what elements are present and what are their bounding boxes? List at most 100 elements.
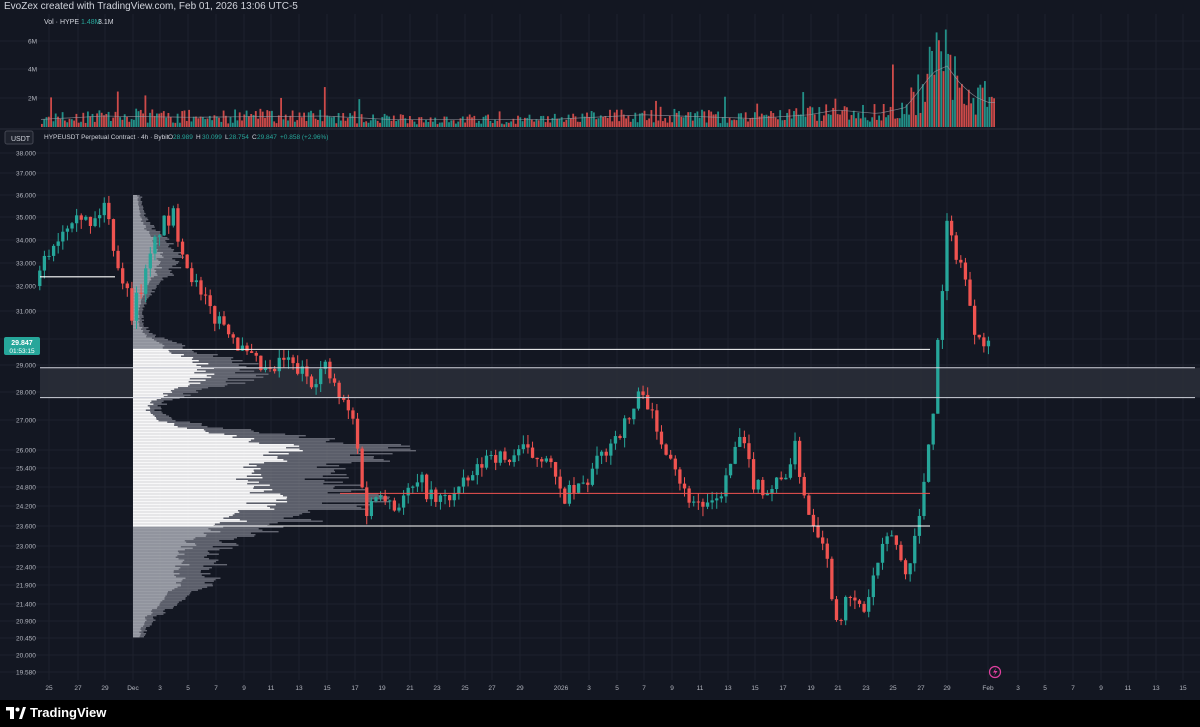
candle-body: [489, 455, 493, 457]
profile-bar-buy: [133, 267, 162, 269]
price-tick-label: 37.000: [16, 171, 36, 178]
profile-bar-buy: [133, 337, 152, 339]
volume-bar: [912, 91, 915, 127]
profile-bar-buy: [133, 424, 175, 426]
profile-bar-buy: [133, 558, 179, 560]
volume-bar: [202, 117, 204, 127]
volume-bar: [160, 112, 163, 127]
candle-body: [365, 487, 369, 516]
volume-bar: [579, 121, 581, 127]
profile-bar-buy: [133, 528, 209, 530]
profile-bar-buy: [133, 336, 147, 338]
volume-bar: [466, 116, 469, 127]
volume-bar: [388, 116, 391, 127]
profile-bar-buy: [133, 394, 168, 396]
volume-bar: [544, 122, 547, 127]
profile-bar-buy: [133, 403, 154, 405]
profile-bar-buy: [133, 574, 175, 576]
profile-bar-buy: [133, 195, 138, 197]
profile-bar-buy: [133, 601, 161, 603]
profile-bar-buy: [133, 462, 265, 464]
volume-bar: [383, 113, 386, 127]
profile-bar-buy: [133, 556, 176, 558]
candle-body: [236, 337, 240, 351]
volume-bar: [705, 122, 708, 127]
time-tick-label: 17: [779, 685, 787, 692]
profile-bar-buy: [133, 339, 154, 341]
candle-body: [784, 477, 788, 480]
profile-bar-buy: [133, 213, 141, 215]
time-tick-label: 3: [587, 685, 591, 692]
profile-bar-buy: [133, 511, 240, 513]
volume-bar: [243, 114, 246, 127]
tradingview-logo[interactable]: TradingView: [6, 705, 106, 720]
candle-body: [116, 250, 120, 269]
volume-bar: [190, 121, 193, 127]
tradingview-icon: [6, 706, 26, 719]
price-tick-label: 20.000: [16, 653, 36, 660]
time-axis[interactable]: 25 27 29 Dec 3 5 7 9 11 13 15 17 19 21 23 25 27 29 2026 3 5 7…: [45, 685, 1187, 692]
candle-body: [761, 479, 765, 496]
candle-body: [687, 488, 691, 503]
candle-body: [876, 562, 880, 576]
volume-bar: [422, 122, 425, 127]
candle-body: [443, 495, 447, 497]
volume-bar: [455, 123, 457, 127]
candle-body: [291, 357, 295, 364]
volume-bar: [880, 120, 883, 127]
volume-bar: [482, 116, 485, 127]
volume-bar: [314, 118, 317, 127]
time-tick-label: 2026: [554, 685, 569, 692]
profile-bar-buy: [133, 549, 185, 551]
profile-bar-buy: [133, 436, 233, 438]
volume-bar: [307, 112, 310, 127]
volume-bar: [898, 118, 901, 127]
volume-bar: [921, 84, 924, 127]
profile-bar-buy: [133, 625, 144, 627]
profile-bar-buy: [133, 219, 143, 221]
profile-bar-buy: [133, 378, 190, 380]
volume-bar: [721, 117, 724, 127]
time-tick-label: 13: [1152, 685, 1160, 692]
volume-bar: [489, 120, 492, 127]
volume-bar: [443, 116, 446, 127]
profile-bar-buy: [133, 255, 163, 257]
profile-bar-buy: [133, 498, 287, 500]
volume-bar: [220, 121, 223, 127]
profile-bar-buy: [133, 343, 163, 345]
candle-body: [424, 474, 429, 500]
volume-bar: [556, 118, 558, 127]
profile-bar-buy: [133, 561, 183, 563]
volume-bar: [641, 112, 644, 127]
profile-bar-buy: [133, 265, 157, 267]
volume-bar: [685, 115, 687, 127]
candle-body: [342, 397, 346, 400]
profile-bar-buy: [133, 517, 224, 519]
currency-button[interactable]: [4, 130, 34, 145]
time-tick-label: 11: [697, 685, 704, 692]
volume-bar: [156, 113, 158, 127]
profile-bar-buy: [133, 486, 254, 488]
volume-bar: [639, 113, 641, 127]
candle-body: [945, 220, 949, 292]
volume-bar: [213, 115, 216, 127]
volume-bar: [312, 113, 315, 127]
candle-body: [139, 292, 143, 294]
price-tick-label: 34.000: [16, 238, 36, 245]
profile-bar-buy: [133, 634, 141, 636]
profile-bar-buy: [133, 268, 155, 270]
volume-tick-label: 6M: [28, 39, 37, 46]
candle-body: [871, 575, 875, 598]
profile-bar-buy: [133, 406, 150, 408]
credit-text: EvoZex created with TradingView.com, Feb…: [4, 1, 298, 12]
price-axis[interactable]: 38.000 37.000 36.000 35.000 34.000 33.000 32.0…: [16, 151, 36, 677]
profile-bar-buy: [133, 427, 188, 429]
volume-bar: [241, 120, 243, 127]
candle-body: [461, 477, 466, 487]
volume-bar: [917, 74, 920, 127]
volume-bar: [225, 115, 227, 127]
lightning-icon[interactable]: [988, 665, 1002, 679]
volume-bar: [84, 122, 87, 127]
chart-canvas[interactable]: Vol · HYPE 1.48M 3.1M 6M 4M 2M USDT HYPEUS…: [0, 14, 1200, 700]
volume-bar: [215, 116, 218, 127]
